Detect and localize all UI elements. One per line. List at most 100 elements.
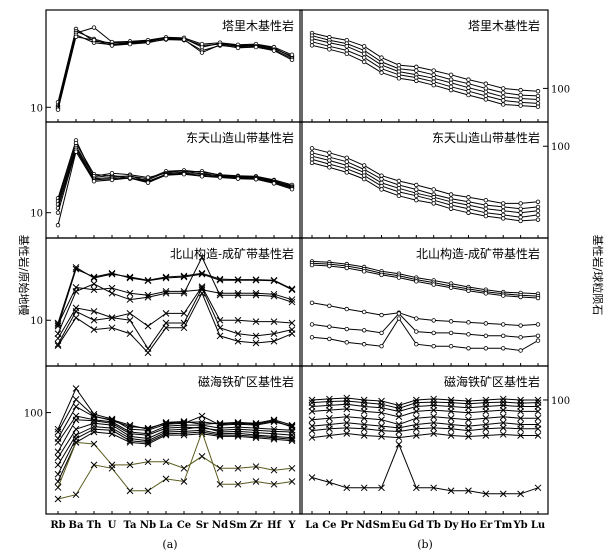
x-marker bbox=[308, 396, 316, 404]
data-point bbox=[499, 395, 507, 403]
circle-marker bbox=[483, 321, 489, 326]
data-point bbox=[144, 440, 152, 448]
x-marker bbox=[482, 432, 490, 439]
data-point bbox=[360, 403, 368, 410]
data-point bbox=[396, 193, 402, 199]
data-point bbox=[90, 286, 98, 294]
data-point bbox=[199, 174, 205, 179]
data-point bbox=[253, 177, 259, 182]
circle-marker bbox=[518, 348, 523, 353]
data-point bbox=[144, 458, 152, 466]
circle-marker bbox=[344, 44, 349, 49]
x-marker bbox=[360, 432, 368, 439]
x-marker bbox=[288, 421, 296, 429]
data-point bbox=[466, 202, 471, 208]
circle-marker bbox=[396, 178, 402, 184]
data-point bbox=[465, 427, 472, 434]
circle-marker bbox=[535, 97, 541, 102]
x-marker bbox=[412, 414, 420, 422]
x-tick-label: Nb bbox=[140, 520, 156, 531]
data-point bbox=[162, 273, 170, 281]
data-point bbox=[448, 206, 454, 211]
circle-marker bbox=[361, 51, 367, 57]
circle-marker bbox=[431, 68, 436, 73]
series-line-6 bbox=[57, 150, 293, 226]
subplot-b: 塔里木基性岩 100 东天山造山带基性岩 100 北山构造-成矿带基性岩磁海铁矿区基性岩… bbox=[299, 9, 570, 531]
series-line-10 bbox=[57, 441, 293, 488]
data-point bbox=[414, 64, 419, 70]
x-marker bbox=[198, 284, 206, 292]
data-point bbox=[54, 342, 62, 350]
series-line-6 bbox=[57, 286, 293, 350]
data-point bbox=[501, 102, 506, 107]
circle-marker bbox=[344, 265, 349, 271]
x-marker bbox=[378, 433, 385, 440]
data-point bbox=[535, 333, 541, 338]
data-point bbox=[412, 425, 420, 433]
circle-marker bbox=[289, 187, 295, 192]
data-point bbox=[396, 189, 402, 195]
x-tick-label: Sr bbox=[196, 520, 209, 531]
data-point bbox=[360, 484, 368, 492]
x-marker bbox=[326, 395, 333, 403]
circle-marker bbox=[361, 44, 367, 49]
circle-marker bbox=[109, 43, 115, 48]
x-marker bbox=[54, 495, 62, 503]
x-marker bbox=[72, 439, 80, 446]
circle-marker bbox=[361, 309, 367, 315]
data-point bbox=[414, 279, 419, 284]
x-marker bbox=[198, 270, 206, 278]
data-point bbox=[199, 41, 205, 47]
data-point bbox=[327, 303, 332, 309]
data-point bbox=[483, 81, 489, 86]
circle-marker bbox=[448, 285, 454, 290]
data-point bbox=[289, 187, 295, 192]
x-marker bbox=[54, 330, 62, 338]
data-point bbox=[483, 346, 489, 351]
data-point bbox=[180, 419, 188, 426]
series-line-1 bbox=[57, 387, 293, 431]
data-point bbox=[431, 330, 436, 336]
data-point bbox=[379, 66, 384, 71]
data-point bbox=[412, 403, 420, 410]
x-marker bbox=[288, 464, 296, 472]
data-point bbox=[73, 34, 79, 40]
circle-marker bbox=[518, 103, 523, 108]
x-marker bbox=[482, 490, 490, 498]
series-line-5 bbox=[311, 162, 539, 222]
x-marker bbox=[270, 417, 278, 425]
series-line-1 bbox=[311, 147, 539, 204]
x-marker bbox=[430, 430, 438, 437]
circle-marker bbox=[414, 64, 419, 70]
x-marker bbox=[216, 480, 224, 488]
data-point bbox=[431, 187, 436, 192]
data-point bbox=[518, 206, 523, 211]
x-marker bbox=[126, 439, 134, 446]
x-marker bbox=[162, 319, 170, 327]
circle-marker bbox=[327, 158, 332, 163]
data-point bbox=[501, 86, 506, 91]
x-marker bbox=[534, 414, 542, 422]
circle-marker bbox=[431, 318, 436, 323]
data-point bbox=[499, 413, 507, 421]
circle-marker bbox=[535, 89, 541, 94]
x-marker bbox=[54, 454, 62, 461]
circle-marker bbox=[217, 42, 223, 47]
data-point bbox=[252, 339, 260, 347]
data-point bbox=[216, 480, 224, 488]
circle-marker bbox=[535, 212, 541, 218]
x-marker bbox=[534, 425, 542, 433]
x-marker bbox=[72, 396, 80, 403]
circle-marker bbox=[181, 37, 187, 42]
data-point bbox=[412, 432, 420, 439]
circle-marker bbox=[535, 217, 541, 222]
x-marker bbox=[270, 318, 278, 325]
data-point bbox=[108, 314, 116, 322]
series-line-4 bbox=[311, 302, 539, 327]
circle-marker bbox=[518, 206, 523, 211]
data-point bbox=[309, 322, 315, 327]
data-point bbox=[431, 318, 436, 323]
data-point bbox=[501, 208, 506, 213]
x-marker bbox=[465, 433, 472, 440]
data-point bbox=[216, 433, 224, 440]
